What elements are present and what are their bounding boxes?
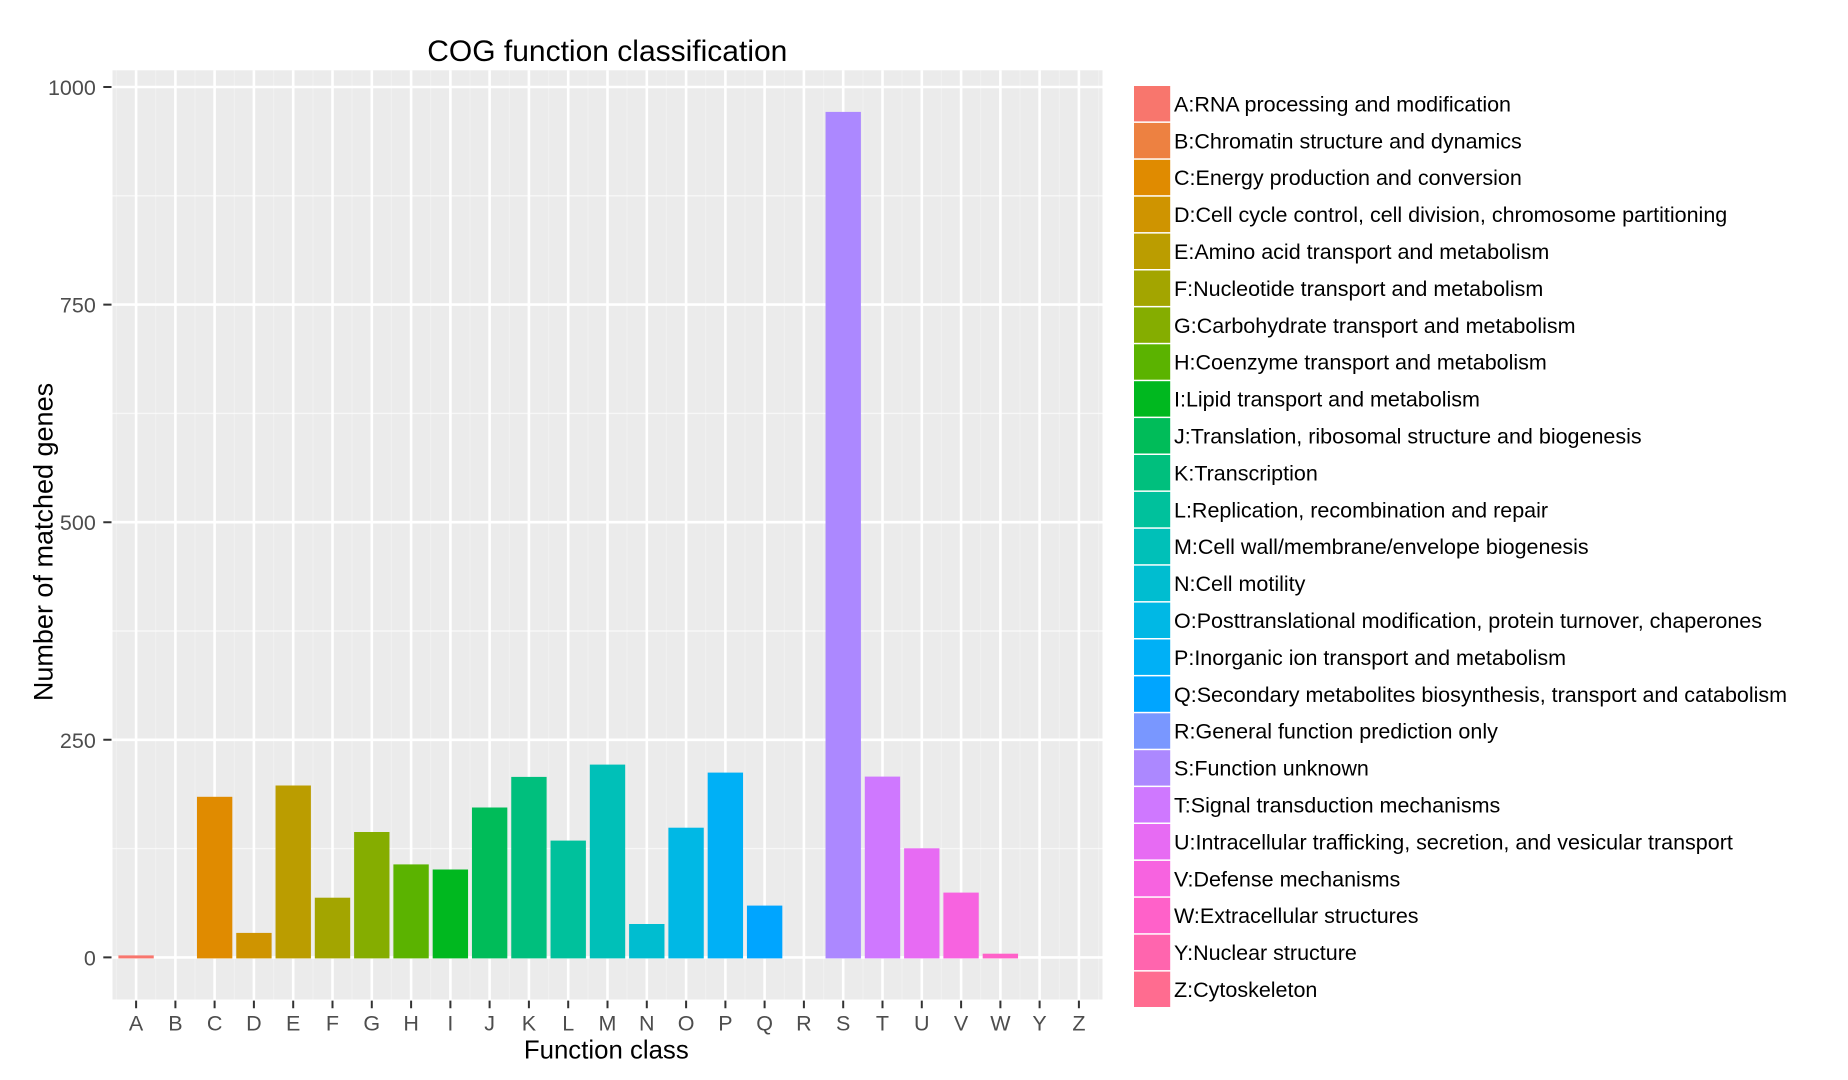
svg-text:750: 750 xyxy=(60,294,96,318)
svg-text:D:Cell cycle control, cell div: D:Cell cycle control, cell division, chr… xyxy=(1174,203,1727,227)
svg-text:C:Energy production and conver: C:Energy production and conversion xyxy=(1174,166,1522,190)
svg-text:P:Inorganic ion transport and: P:Inorganic ion transport and metabolism xyxy=(1174,646,1566,670)
svg-text:F: F xyxy=(326,1011,339,1035)
svg-text:V:Defense mechanisms: V:Defense mechanisms xyxy=(1174,867,1400,891)
svg-text:R: R xyxy=(796,1011,812,1035)
svg-text:B: B xyxy=(168,1011,182,1035)
svg-text:F:Nucleotide transport and met: F:Nucleotide transport and metabolism xyxy=(1174,277,1543,301)
svg-text:O: O xyxy=(678,1011,695,1035)
svg-text:E:Amino acid transport and met: E:Amino acid transport and metabolism xyxy=(1174,240,1549,264)
svg-text:C: C xyxy=(207,1011,223,1035)
svg-text:T:Signal transduction mechanis: T:Signal transduction mechanisms xyxy=(1174,794,1500,818)
svg-text:500: 500 xyxy=(60,511,96,535)
svg-text:O:Posttranslational modificati: O:Posttranslational modification, protei… xyxy=(1174,609,1762,633)
svg-text:1000: 1000 xyxy=(48,76,96,100)
svg-text:COG function classification: COG function classification xyxy=(427,35,787,68)
svg-text:Z:Cytoskeleton: Z:Cytoskeleton xyxy=(1174,978,1317,1002)
svg-text:W:Extracellular structures: W:Extracellular structures xyxy=(1174,904,1419,928)
svg-text:K:Transcription: K:Transcription xyxy=(1174,461,1318,485)
svg-text:Z: Z xyxy=(1072,1011,1085,1035)
svg-text:R:General function prediction: R:General function prediction only xyxy=(1174,720,1498,744)
svg-text:250: 250 xyxy=(60,729,96,753)
svg-text:A: A xyxy=(129,1011,144,1035)
svg-text:L:Replication, recombination a: L:Replication, recombination and repair xyxy=(1174,498,1548,522)
svg-text:H:Coenzyme transport and metab: H:Coenzyme transport and metabolism xyxy=(1174,351,1547,375)
svg-text:T: T xyxy=(876,1011,889,1035)
svg-text:L: L xyxy=(562,1011,574,1035)
svg-text:Y:Nuclear structure: Y:Nuclear structure xyxy=(1174,941,1357,965)
svg-text:G:Carbohydrate transport and m: G:Carbohydrate transport and metabolism xyxy=(1174,314,1576,338)
svg-text:N: N xyxy=(639,1011,655,1035)
svg-text:W: W xyxy=(990,1011,1011,1035)
svg-text:M: M xyxy=(599,1011,617,1035)
svg-text:P: P xyxy=(718,1011,732,1035)
svg-text:E: E xyxy=(286,1011,300,1035)
svg-text:Y: Y xyxy=(1032,1011,1046,1035)
svg-text:I:Lipid transport and metaboli: I:Lipid transport and metabolism xyxy=(1174,388,1480,412)
svg-text:0: 0 xyxy=(84,946,96,970)
svg-text:D: D xyxy=(246,1011,262,1035)
svg-text:V: V xyxy=(954,1011,969,1035)
svg-text:U:Intracellular trafficking, s: U:Intracellular trafficking, secretion, … xyxy=(1174,830,1733,854)
svg-text:H: H xyxy=(403,1011,419,1035)
svg-text:S:Function unknown: S:Function unknown xyxy=(1174,757,1369,781)
svg-text:K: K xyxy=(522,1011,537,1035)
svg-text:Function class: Function class xyxy=(524,1036,689,1064)
svg-text:J: J xyxy=(484,1011,495,1035)
svg-text:Q:Secondary metabolites biosyn: Q:Secondary metabolites biosynthesis, tr… xyxy=(1174,683,1787,707)
svg-text:A:RNA processing and modificat: A:RNA processing and modification xyxy=(1174,92,1511,116)
svg-text:B:Chromatin structure and dyna: B:Chromatin structure and dynamics xyxy=(1174,129,1522,153)
svg-text:G: G xyxy=(363,1011,380,1035)
svg-text:N:Cell motility: N:Cell motility xyxy=(1174,572,1306,596)
svg-text:I: I xyxy=(447,1011,453,1035)
svg-text:M:Cell wall/membrane/envelope: M:Cell wall/membrane/envelope biogenesis xyxy=(1174,535,1589,559)
svg-text:Q: Q xyxy=(756,1011,773,1035)
svg-text:U: U xyxy=(914,1011,930,1035)
svg-text:J:Translation, ribosomal struc: J:Translation, ribosomal structure and b… xyxy=(1174,425,1642,449)
svg-text:S: S xyxy=(836,1011,850,1035)
svg-text:Number of matched genes: Number of matched genes xyxy=(29,383,59,701)
